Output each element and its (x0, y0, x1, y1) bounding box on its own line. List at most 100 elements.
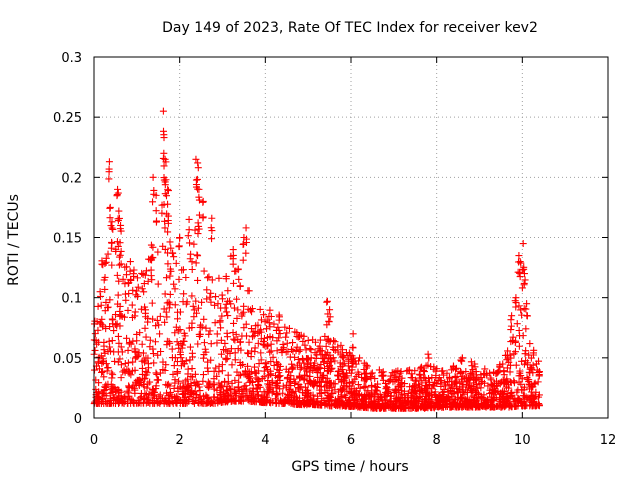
data-point (481, 365, 489, 373)
data-point (522, 347, 530, 355)
data-point (205, 273, 213, 281)
data-point (222, 275, 230, 283)
data-point (138, 364, 146, 372)
data-point (166, 238, 174, 246)
data-point (215, 379, 223, 387)
data-point (264, 341, 272, 349)
data-point (233, 295, 241, 303)
data-point (268, 377, 276, 385)
data-point (323, 374, 331, 382)
data-point (518, 357, 526, 365)
data-point (481, 371, 489, 379)
data-point (404, 366, 412, 374)
data-point (304, 336, 312, 344)
data-point (407, 374, 415, 382)
data-point (520, 279, 528, 287)
data-point (162, 381, 170, 389)
data-point (94, 395, 102, 403)
data-point (194, 164, 202, 172)
data-point (153, 399, 161, 407)
data-point (428, 384, 436, 392)
data-point (188, 292, 196, 300)
data-point (326, 337, 334, 345)
data-point (260, 311, 268, 319)
data-point (397, 367, 405, 375)
data-point (115, 214, 123, 222)
data-point (279, 389, 287, 397)
data-point (390, 371, 398, 379)
data-point (170, 362, 178, 370)
data-point (102, 392, 110, 400)
data-point (215, 274, 223, 282)
data-point (264, 389, 272, 397)
data-point (303, 372, 311, 380)
data-point (120, 366, 128, 374)
data-point (265, 371, 273, 379)
data-point (138, 285, 146, 293)
data-point (182, 273, 190, 281)
data-point (520, 265, 528, 273)
data-point (141, 271, 149, 279)
data-point (150, 359, 158, 367)
data-point (133, 337, 141, 345)
data-point (203, 364, 211, 372)
data-point (301, 341, 309, 349)
data-point (152, 207, 160, 215)
data-point (472, 371, 480, 379)
data-point (335, 398, 343, 406)
data-point (166, 272, 174, 280)
data-point (340, 377, 348, 385)
data-point (362, 376, 370, 384)
data-point (274, 323, 282, 331)
data-point (131, 386, 139, 394)
data-point (276, 385, 284, 393)
data-point (516, 332, 524, 340)
data-point (113, 271, 121, 279)
data-point (361, 391, 369, 399)
data-point (264, 380, 272, 388)
data-point (489, 385, 497, 393)
data-point (208, 276, 216, 284)
data-point (293, 393, 301, 401)
data-point (117, 343, 125, 351)
data-point (527, 382, 535, 390)
data-point (338, 386, 346, 394)
data-point (301, 365, 309, 373)
data-point (168, 354, 176, 362)
data-point (198, 298, 206, 306)
data-point (156, 312, 164, 320)
data-point (316, 342, 324, 350)
data-point (233, 368, 241, 376)
data-point (212, 364, 220, 372)
data-point (128, 313, 136, 321)
data-point (105, 175, 113, 183)
data-point (116, 251, 124, 259)
data-point (421, 384, 429, 392)
data-point (307, 354, 315, 362)
data-point (160, 162, 168, 170)
data-point (371, 391, 379, 399)
data-point (265, 383, 273, 391)
data-point (349, 330, 357, 338)
data-point (511, 402, 519, 410)
data-point (355, 391, 363, 399)
data-point (482, 397, 490, 405)
data-point (425, 354, 433, 362)
y-axis: 0 0.05 0.1 0.15 0.2 0.25 0.3 (53, 51, 608, 427)
data-point (166, 300, 174, 308)
data-point (185, 215, 193, 223)
data-point (403, 394, 411, 402)
data-point (150, 186, 158, 194)
data-point (490, 390, 498, 398)
data-point (146, 378, 154, 386)
data-point (106, 296, 114, 304)
data-point (340, 354, 348, 362)
data-point (126, 267, 134, 275)
data-point (216, 394, 224, 402)
data-point (170, 280, 178, 288)
data-point (531, 393, 539, 401)
data-point (172, 323, 180, 331)
data-point (213, 339, 221, 347)
data-point (400, 404, 408, 412)
data-point (211, 301, 219, 309)
